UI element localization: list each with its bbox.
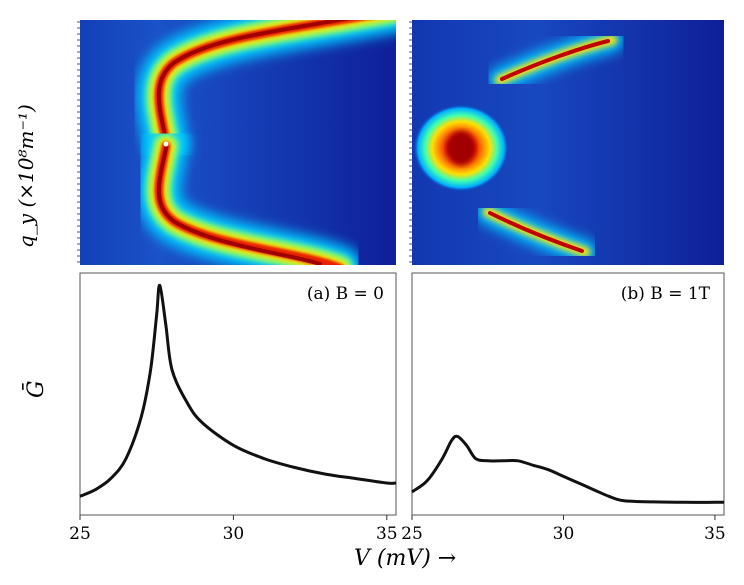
y-axis-label-top: q_y (×10⁸m⁻¹) (14, 104, 38, 248)
x-ticks-a: 25 30 35 (69, 515, 398, 544)
heatmap-a-upper-branch (136, 20, 396, 164)
heatmap-a-left-ticks (77, 21, 80, 263)
x-tick-label-a-35: 35 (376, 524, 398, 544)
x-ticks-b: 25 30 35 (401, 515, 726, 544)
heatmap-a-lower-branch (136, 124, 362, 265)
line-series-b (411, 434, 724, 504)
x-tick-label-a-25: 25 (69, 524, 91, 544)
line-panel-a: (a) B = 0 25 30 35 (69, 272, 398, 544)
annotation-a: (a) B = 0 (307, 284, 384, 304)
x-tick-label-b-25: 25 (401, 524, 423, 544)
line-panel-b: (b) B = 1T 25 30 35 (401, 272, 726, 544)
heatmap-b-left-ticks (409, 21, 412, 263)
x-tick-label-a-30: 30 (223, 524, 245, 544)
x-tick-label-b-30: 30 (553, 524, 575, 544)
heatmap-b-central-spot (413, 104, 509, 192)
annotation-b: (b) B = 1T (621, 284, 711, 304)
x-axis-label: V (mV) → (354, 546, 457, 571)
heatmap-b-lower-streak (476, 200, 597, 264)
line-panel-a-frame (79, 272, 397, 516)
heatmap-b-upper-streak (488, 28, 624, 92)
heatmap-a (80, 20, 396, 265)
line-panel-b-frame (411, 272, 725, 516)
x-tick-label-b-35: 35 (704, 524, 726, 544)
line-series-a (79, 283, 397, 498)
heatmap-b (412, 20, 724, 265)
y-axis-label-bottom: Ḡ (24, 380, 49, 398)
heatmap-a-crossing (163, 141, 169, 147)
